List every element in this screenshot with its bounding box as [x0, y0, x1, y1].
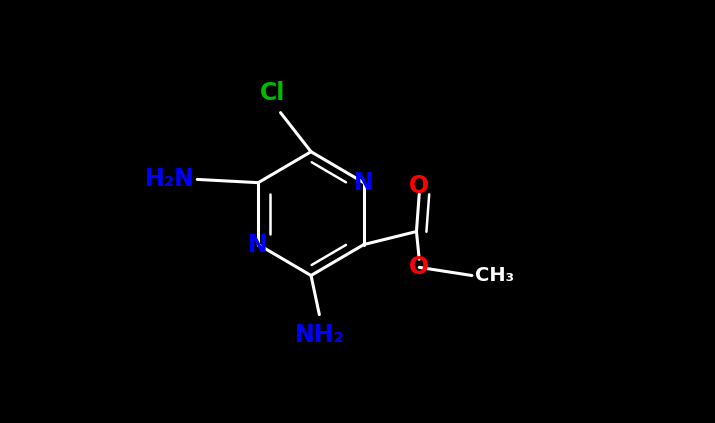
Text: N: N — [248, 233, 268, 257]
Text: NH₂: NH₂ — [295, 323, 345, 347]
Text: H₂N: H₂N — [144, 168, 194, 192]
Text: CH₃: CH₃ — [475, 266, 513, 285]
Text: O: O — [409, 174, 429, 198]
Text: Cl: Cl — [260, 80, 285, 104]
Text: N: N — [354, 170, 374, 195]
Text: O: O — [409, 255, 429, 279]
